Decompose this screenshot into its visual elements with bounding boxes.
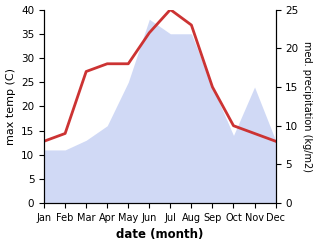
Y-axis label: med. precipitation (kg/m2): med. precipitation (kg/m2) — [302, 41, 313, 172]
Y-axis label: max temp (C): max temp (C) — [5, 68, 16, 145]
X-axis label: date (month): date (month) — [116, 228, 204, 242]
